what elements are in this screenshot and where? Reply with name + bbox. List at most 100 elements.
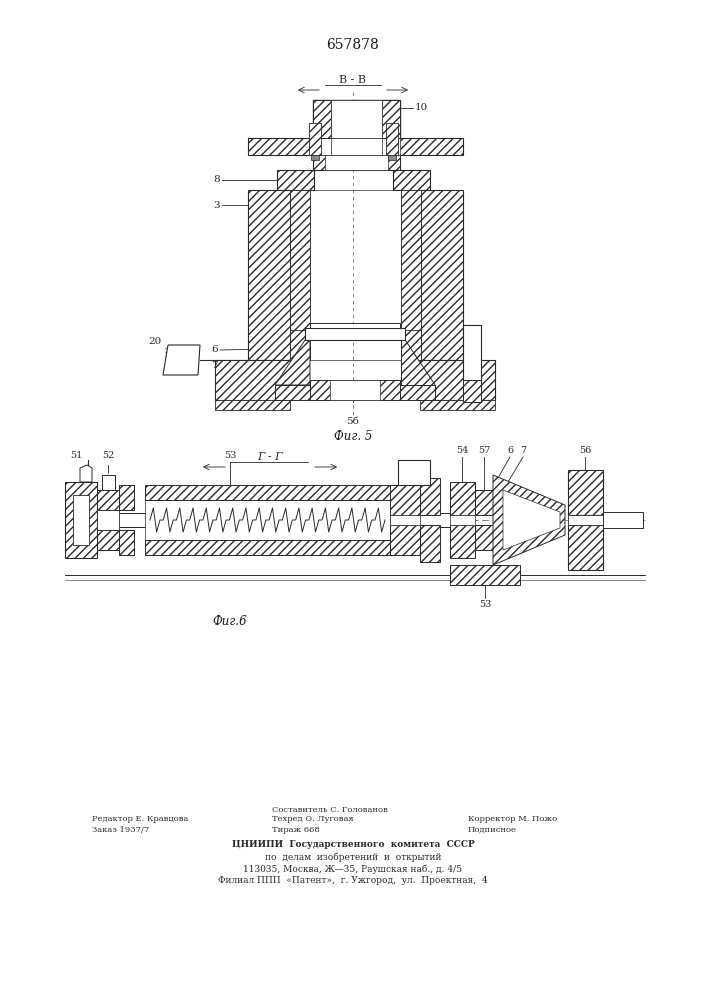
Bar <box>568 515 603 525</box>
Bar <box>421 190 463 360</box>
Text: 113035, Москва, Ж—35, Раушская наб., д. 4/5: 113035, Москва, Ж—35, Раушская наб., д. … <box>243 864 462 874</box>
Bar <box>390 485 420 515</box>
Bar <box>450 515 475 525</box>
Bar <box>248 138 463 155</box>
Bar <box>603 512 643 528</box>
Polygon shape <box>275 340 310 385</box>
Bar <box>313 138 400 155</box>
Bar <box>420 525 440 562</box>
Bar <box>310 323 400 328</box>
Bar <box>97 513 457 527</box>
Polygon shape <box>80 465 92 482</box>
Bar <box>450 525 475 558</box>
Bar <box>145 500 390 540</box>
Bar <box>305 328 405 340</box>
Text: 657878: 657878 <box>327 38 380 52</box>
Bar <box>450 482 475 515</box>
Bar <box>309 123 321 155</box>
Text: 53: 53 <box>224 451 236 460</box>
Bar <box>331 100 382 138</box>
Text: по  делам  изобретений  и  открытий: по делам изобретений и открытий <box>264 852 441 861</box>
Bar <box>475 525 493 550</box>
Bar <box>420 478 440 515</box>
Bar <box>313 155 400 170</box>
Bar <box>119 530 134 555</box>
Polygon shape <box>401 340 435 385</box>
Bar <box>290 190 310 360</box>
Bar <box>97 490 119 510</box>
Text: Подписное: Подписное <box>468 826 517 834</box>
Bar <box>248 190 290 360</box>
Bar <box>73 495 89 545</box>
Bar <box>145 540 390 555</box>
Text: Составитель С. Голованов: Составитель С. Голованов <box>272 806 387 814</box>
Text: 57: 57 <box>478 446 490 455</box>
Bar <box>386 123 398 155</box>
Bar <box>277 170 314 190</box>
Text: 10: 10 <box>415 104 428 112</box>
Text: Корректор М. Пожо: Корректор М. Пожо <box>468 815 557 823</box>
Text: Филиал ППП  «Патент»,  г. Ужгород,  ул.  Проектная,  4: Филиал ППП «Патент», г. Ужгород, ул. Про… <box>218 876 488 885</box>
Bar <box>119 485 134 510</box>
Bar <box>275 385 335 400</box>
Bar <box>215 360 290 400</box>
Text: Фиг.6: Фиг.6 <box>213 615 247 628</box>
Text: 8: 8 <box>214 176 220 184</box>
Bar <box>420 360 495 400</box>
Text: Редактор Е. Кравцова: Редактор Е. Кравцова <box>92 815 188 823</box>
Polygon shape <box>503 490 560 550</box>
Bar <box>393 170 430 190</box>
Bar <box>65 482 97 558</box>
Text: 7: 7 <box>520 446 526 455</box>
Text: Заказ 1937/7: Заказ 1937/7 <box>92 826 149 834</box>
Text: 51: 51 <box>70 451 82 460</box>
Text: 53: 53 <box>479 600 491 609</box>
Bar <box>568 470 603 515</box>
Bar <box>463 380 481 402</box>
Bar <box>313 100 400 138</box>
Text: Тираж 668: Тираж 668 <box>272 826 320 834</box>
Bar <box>310 190 401 360</box>
Text: Техред О. Луговая: Техред О. Луговая <box>272 815 354 823</box>
Bar <box>475 490 493 515</box>
Bar <box>97 510 119 530</box>
Bar <box>450 565 520 585</box>
Text: 7: 7 <box>211 360 218 369</box>
Polygon shape <box>493 475 565 565</box>
Polygon shape <box>102 475 115 490</box>
Polygon shape <box>163 345 200 375</box>
Bar <box>330 380 380 400</box>
Polygon shape <box>215 400 290 410</box>
Bar <box>390 515 420 525</box>
Bar <box>375 385 435 400</box>
Bar <box>568 525 603 570</box>
Text: 52: 52 <box>102 451 115 460</box>
Bar <box>145 485 390 500</box>
Text: 6: 6 <box>211 346 218 355</box>
Text: 56: 56 <box>579 446 591 455</box>
Bar <box>388 155 396 160</box>
Text: 6: 6 <box>507 446 513 455</box>
Text: 5б: 5б <box>346 417 359 426</box>
Bar <box>313 100 331 138</box>
Bar <box>382 100 400 138</box>
Bar <box>310 380 400 400</box>
Bar <box>390 525 420 555</box>
Bar <box>290 330 310 360</box>
Text: ЦНИИПИ  Государственного  комитета  СССР: ЦНИИПИ Государственного комитета СССР <box>232 840 474 849</box>
Bar <box>311 155 319 160</box>
Bar <box>97 530 119 550</box>
Bar <box>401 330 421 360</box>
Bar <box>401 190 421 360</box>
Bar <box>463 325 481 380</box>
Text: 3: 3 <box>214 200 220 210</box>
Text: В - В: В - В <box>339 75 366 85</box>
Polygon shape <box>398 460 430 485</box>
Text: 20: 20 <box>148 338 162 347</box>
Text: 54: 54 <box>456 446 468 455</box>
Bar <box>325 155 388 170</box>
Bar <box>331 138 382 155</box>
Polygon shape <box>420 400 495 410</box>
Text: Г - Г: Г - Г <box>257 452 283 462</box>
Text: Фиг. 5: Фиг. 5 <box>334 430 372 443</box>
